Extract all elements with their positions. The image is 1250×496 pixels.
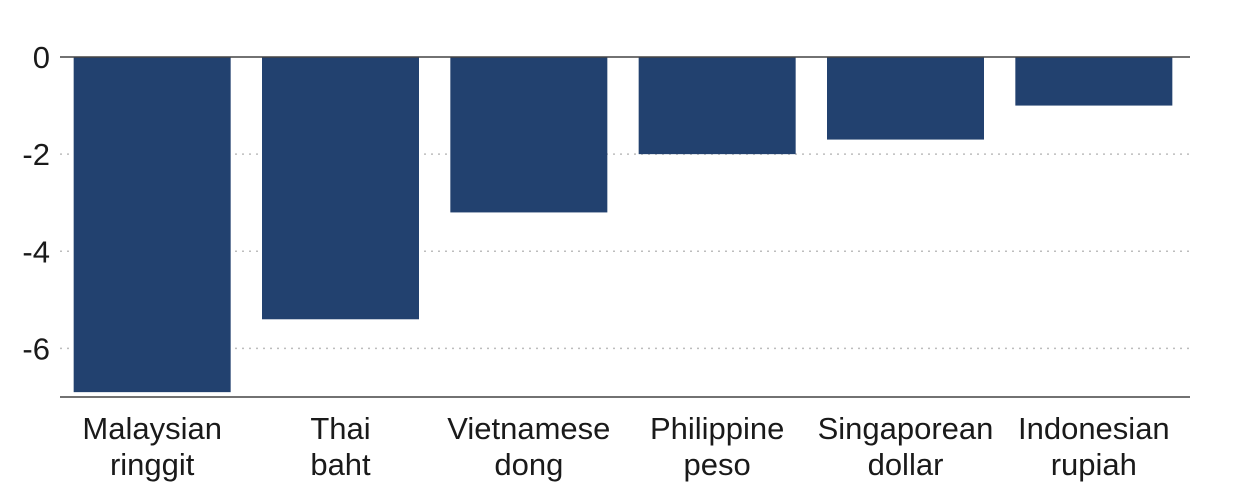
x-tick-labels: Malaysian ringgit Thai baht Vietnamese dong Ph… bbox=[82, 411, 1169, 482]
bar-3 bbox=[638, 57, 796, 155]
x-tick-label-4: Singaporean dollar bbox=[818, 411, 994, 482]
x-tick-label-line: Malaysian bbox=[82, 411, 222, 446]
x-tick-label-1: Thai baht bbox=[310, 411, 371, 482]
axes bbox=[60, 56, 1190, 398]
x-tick-label-line: ringgit bbox=[110, 447, 195, 482]
x-tick-label-0: Malaysian ringgit bbox=[82, 411, 222, 482]
bar-4 bbox=[827, 57, 984, 140]
x-tick-label-line: Indonesian bbox=[1018, 411, 1170, 446]
bar-1 bbox=[262, 57, 419, 320]
x-tick-label-line: Vietnamese bbox=[447, 411, 610, 446]
bar-0 bbox=[73, 57, 231, 393]
x-tick-label-line: baht bbox=[310, 447, 371, 482]
x-tick-label-line: peso bbox=[684, 447, 751, 482]
y-tick-label-3: -6 bbox=[22, 331, 50, 366]
x-tick-label-2: Vietnamese dong bbox=[447, 411, 610, 482]
bar-5 bbox=[1015, 57, 1173, 106]
bars bbox=[73, 57, 1173, 393]
x-tick-label-line: rupiah bbox=[1051, 447, 1137, 482]
x-tick-label-line: dollar bbox=[868, 447, 944, 482]
y-tick-label-0: 0 bbox=[33, 40, 50, 75]
bar-2 bbox=[450, 57, 608, 213]
y-tick-label-2: -4 bbox=[22, 234, 50, 269]
x-tick-label-line: dong bbox=[494, 447, 563, 482]
x-tick-label-line: Thai bbox=[310, 411, 370, 446]
y-tick-labels: 0 -2 -4 -6 bbox=[22, 40, 50, 366]
x-tick-label-line: Philippine bbox=[650, 411, 784, 446]
x-tick-label-5: Indonesian rupiah bbox=[1018, 411, 1170, 482]
x-tick-label-line: Singaporean bbox=[818, 411, 994, 446]
y-tick-label-1: -2 bbox=[22, 137, 50, 172]
x-tick-label-3: Philippine peso bbox=[650, 411, 784, 482]
